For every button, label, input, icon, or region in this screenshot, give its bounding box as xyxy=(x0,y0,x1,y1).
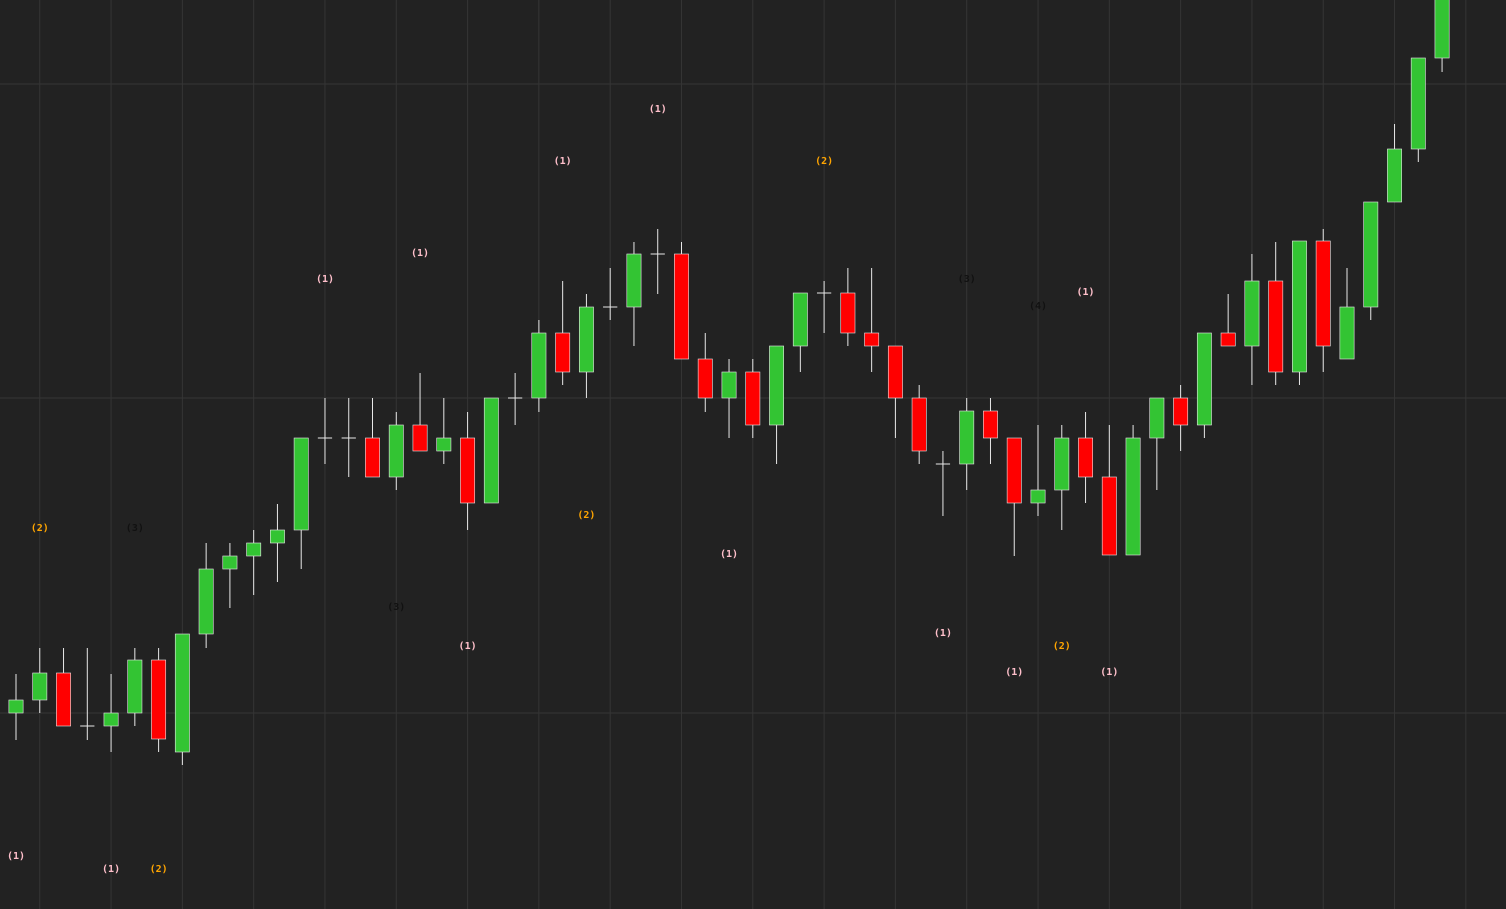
candle-body xyxy=(1078,437,1093,478)
candle-body xyxy=(1101,476,1117,556)
candle-body xyxy=(1173,397,1189,426)
candle-body xyxy=(578,306,594,373)
candle-body xyxy=(388,424,404,478)
candle-body xyxy=(697,358,713,399)
annotation: (1) xyxy=(1005,667,1023,678)
candle-body xyxy=(721,371,737,399)
annotation: (2) xyxy=(577,510,595,521)
candle-body xyxy=(626,253,642,308)
candle-body xyxy=(293,437,309,531)
annotation: (1) xyxy=(649,104,667,115)
annotation: (3) xyxy=(387,602,405,613)
candle-body xyxy=(1363,201,1379,308)
annotation: (1) xyxy=(411,248,429,259)
candle-body xyxy=(959,410,975,465)
annotation: (2) xyxy=(815,156,833,167)
candle-body xyxy=(56,672,71,727)
candle-body xyxy=(1434,0,1450,59)
candle-body xyxy=(840,292,856,334)
annotation: (2) xyxy=(150,864,168,875)
candle-body xyxy=(1006,437,1022,504)
candle-body xyxy=(1315,240,1331,347)
candle-body xyxy=(1149,397,1165,439)
candle-body xyxy=(674,253,689,360)
candle-body xyxy=(864,332,880,347)
candle-body xyxy=(1196,332,1212,426)
candle-body xyxy=(769,345,784,426)
annotation: (2) xyxy=(31,523,49,534)
annotation: (3) xyxy=(126,523,144,534)
candle-body xyxy=(270,529,285,544)
annotation: (1) xyxy=(316,274,334,285)
candle-body xyxy=(1292,240,1307,373)
candle-body xyxy=(792,292,808,347)
candle-body xyxy=(1244,280,1260,347)
candle-body xyxy=(1268,280,1284,373)
candle-body xyxy=(246,542,262,557)
candle-body xyxy=(911,397,927,452)
candle-body xyxy=(555,332,571,373)
candle-body xyxy=(531,332,547,399)
candle-body xyxy=(1410,57,1426,150)
candle-body xyxy=(222,555,238,570)
annotation: (1) xyxy=(1077,287,1095,298)
annotation: (4) xyxy=(1029,301,1047,312)
candle-body xyxy=(103,712,119,727)
candle-body xyxy=(1030,489,1046,504)
candle-body xyxy=(1387,148,1402,203)
candle-body xyxy=(483,397,499,504)
candle-body xyxy=(151,659,167,740)
annotation: (1) xyxy=(459,641,477,652)
annotation: (1) xyxy=(720,549,738,560)
annotation: (2) xyxy=(1053,641,1071,652)
candle-body xyxy=(1339,306,1355,360)
candle-body xyxy=(983,410,998,439)
candle-body xyxy=(412,424,428,452)
annotation: (1) xyxy=(934,628,952,639)
candle-body xyxy=(365,437,380,478)
candle-body xyxy=(1054,437,1070,491)
candle-body xyxy=(198,568,214,635)
candle-body xyxy=(745,371,761,426)
annotation: (1) xyxy=(1100,667,1118,678)
annotation: (1) xyxy=(102,864,120,875)
candle-body xyxy=(460,437,476,504)
candle-body xyxy=(887,345,903,399)
candle-body xyxy=(436,437,452,452)
candle-body xyxy=(32,672,48,701)
candle-body xyxy=(8,699,24,714)
candle-body xyxy=(1125,437,1141,556)
candle-body xyxy=(1220,332,1236,347)
candle-body xyxy=(127,659,143,714)
annotation: (3) xyxy=(958,274,976,285)
annotation: (1) xyxy=(554,156,572,167)
candle-body xyxy=(174,633,190,753)
annotation: (1) xyxy=(7,851,25,862)
